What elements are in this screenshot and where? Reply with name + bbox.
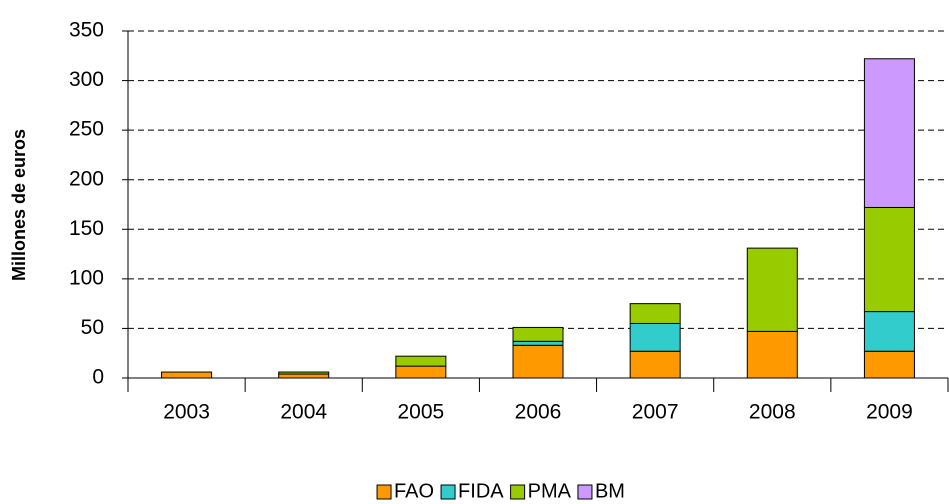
y-tick-label: 100	[69, 266, 104, 289]
bar-segment	[161, 371, 213, 379]
x-tick-label: 2004	[280, 401, 327, 424]
legend-swatch	[376, 484, 392, 500]
bar-segment	[629, 350, 681, 379]
y-tick-label: 200	[69, 167, 104, 190]
bar-segment	[629, 303, 681, 324]
x-tick-label: 2005	[397, 401, 444, 424]
bar-segment	[863, 350, 915, 379]
x-tick-label: 2007	[632, 401, 679, 424]
bar-segment	[395, 355, 447, 367]
bar-segment	[512, 340, 564, 346]
y-tick-label: 150	[69, 217, 104, 240]
legend-label: BM	[595, 480, 625, 502]
bar-segment	[395, 365, 447, 379]
legend-swatch	[510, 484, 526, 500]
y-tick-label: 250	[69, 118, 104, 141]
legend-swatch	[440, 484, 456, 500]
y-tick-label: 0	[92, 366, 104, 389]
legend-label: FIDA	[458, 480, 504, 502]
y-tick-label: 300	[69, 68, 104, 91]
x-tick-label: 2008	[749, 401, 796, 424]
x-tick-label: 2009	[866, 401, 913, 424]
x-tick-label: 2006	[515, 401, 562, 424]
bar-segment	[512, 344, 564, 379]
bar-segment	[629, 322, 681, 352]
legend-label: PMA	[528, 480, 572, 502]
y-tick-label: 50	[81, 316, 104, 339]
bar-segment	[512, 326, 564, 342]
bar-segment	[863, 58, 915, 208]
y-tick-label: 350	[69, 19, 104, 42]
bar-segment	[746, 247, 798, 332]
bar-segment	[278, 373, 330, 379]
bar-segment	[863, 206, 915, 313]
y-axis-label: Millones de euros	[9, 129, 29, 281]
x-tick-label: 2003	[163, 401, 210, 424]
legend-label: FAO	[394, 480, 434, 502]
bar-segment	[746, 330, 798, 379]
bar-segment	[278, 371, 330, 375]
bar-segment	[863, 311, 915, 352]
legend-swatch	[577, 484, 593, 500]
